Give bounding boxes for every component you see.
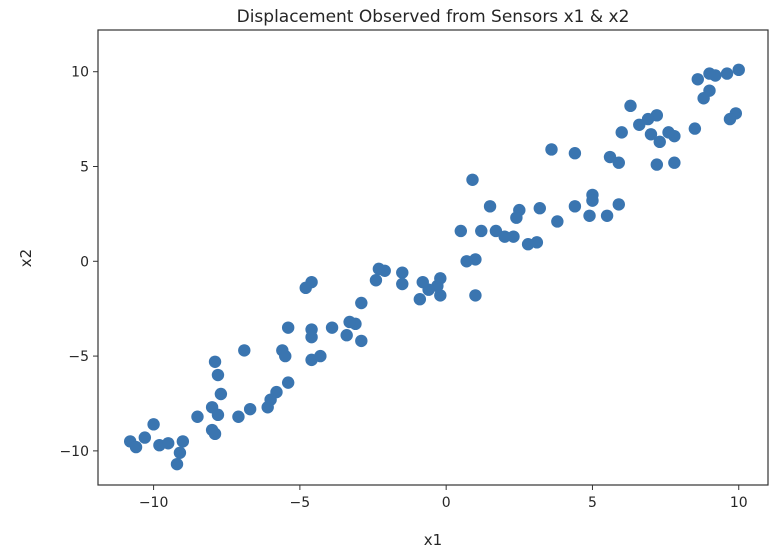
data-point: [211, 408, 225, 422]
data-point: [466, 173, 479, 186]
data-point: [232, 410, 245, 423]
data-point: [633, 118, 646, 131]
data-point: [305, 330, 318, 344]
data-point: [147, 418, 160, 431]
data-point: [568, 200, 582, 213]
data-point: [545, 143, 558, 156]
data-point: [340, 329, 353, 342]
x-tick-label: −10: [139, 495, 169, 511]
data-point: [396, 277, 409, 291]
data-point: [369, 274, 383, 287]
x-tick-label: 10: [730, 495, 748, 511]
data-point: [281, 376, 295, 389]
data-point: [615, 126, 628, 139]
x-tick-label: 0: [442, 495, 451, 511]
data-point: [343, 315, 356, 329]
data-point: [703, 67, 716, 80]
data-point: [498, 230, 511, 243]
x-tick-label: 5: [588, 495, 597, 511]
data-point: [650, 158, 664, 171]
data-point: [624, 99, 637, 113]
y-tick-label: 0: [80, 254, 89, 270]
data-point: [583, 209, 596, 222]
data-point: [662, 126, 675, 139]
plot-frame: [97, 29, 769, 486]
chart-title: Displacement Observed from Sensors x1 & …: [237, 7, 630, 27]
data-point: [533, 202, 546, 215]
data-point: [434, 272, 447, 285]
data-point: [162, 437, 175, 450]
y-axis-label: x2: [17, 249, 35, 267]
data-point: [653, 135, 666, 149]
data-point: [413, 293, 427, 306]
y-axis: −10 −5 0 5 10: [59, 65, 98, 460]
data-point: [270, 385, 283, 399]
data-point: [483, 200, 497, 213]
data-point: [355, 334, 368, 348]
data-point: [214, 387, 228, 401]
data-point: [372, 262, 386, 276]
data-point: [396, 266, 409, 279]
x-axis: −10 −5 0 5 10: [139, 485, 748, 511]
data-point: [688, 122, 702, 135]
x-tick-label: −5: [290, 495, 311, 511]
data-point: [568, 147, 582, 160]
data-point: [691, 73, 704, 86]
data-point: [173, 446, 187, 459]
data-point: [261, 401, 274, 414]
data-point: [469, 289, 482, 302]
data-point: [697, 92, 710, 105]
points-layer: [123, 63, 745, 471]
data-point: [603, 150, 617, 164]
data-point: [612, 156, 625, 169]
data-point: [191, 410, 204, 423]
data-point: [454, 224, 467, 238]
data-point: [510, 211, 523, 224]
x-axis-label: x1: [424, 531, 442, 549]
y-tick-label: −5: [68, 349, 89, 365]
data-point: [668, 156, 681, 169]
y-tick-label: −10: [59, 444, 89, 460]
data-point: [208, 355, 222, 368]
data-point: [507, 230, 520, 243]
data-point: [299, 281, 312, 295]
data-point: [489, 224, 503, 238]
y-tick-label: 5: [80, 160, 89, 176]
data-point: [732, 63, 745, 77]
data-point: [434, 289, 447, 302]
data-point: [176, 435, 190, 448]
data-point: [279, 349, 292, 363]
data-point: [208, 427, 222, 441]
data-point: [129, 440, 143, 454]
y-tick-label: 10: [71, 65, 89, 81]
data-point: [475, 224, 488, 238]
data-point: [460, 255, 473, 268]
data-point: [521, 238, 535, 251]
data-point: [325, 321, 339, 334]
data-point: [551, 215, 564, 228]
data-point: [720, 67, 734, 80]
data-point: [641, 112, 655, 126]
data-point: [211, 368, 225, 382]
data-point: [138, 431, 152, 444]
data-point: [243, 402, 257, 416]
data-point: [586, 194, 599, 207]
data-point: [238, 344, 251, 357]
data-point: [170, 457, 184, 471]
data-point: [723, 112, 737, 126]
data-point: [281, 321, 295, 334]
data-point: [355, 296, 368, 310]
data-point: [314, 349, 327, 363]
data-point: [612, 198, 625, 211]
data-point: [600, 209, 614, 222]
data-point: [644, 128, 658, 141]
data-point: [416, 275, 429, 289]
